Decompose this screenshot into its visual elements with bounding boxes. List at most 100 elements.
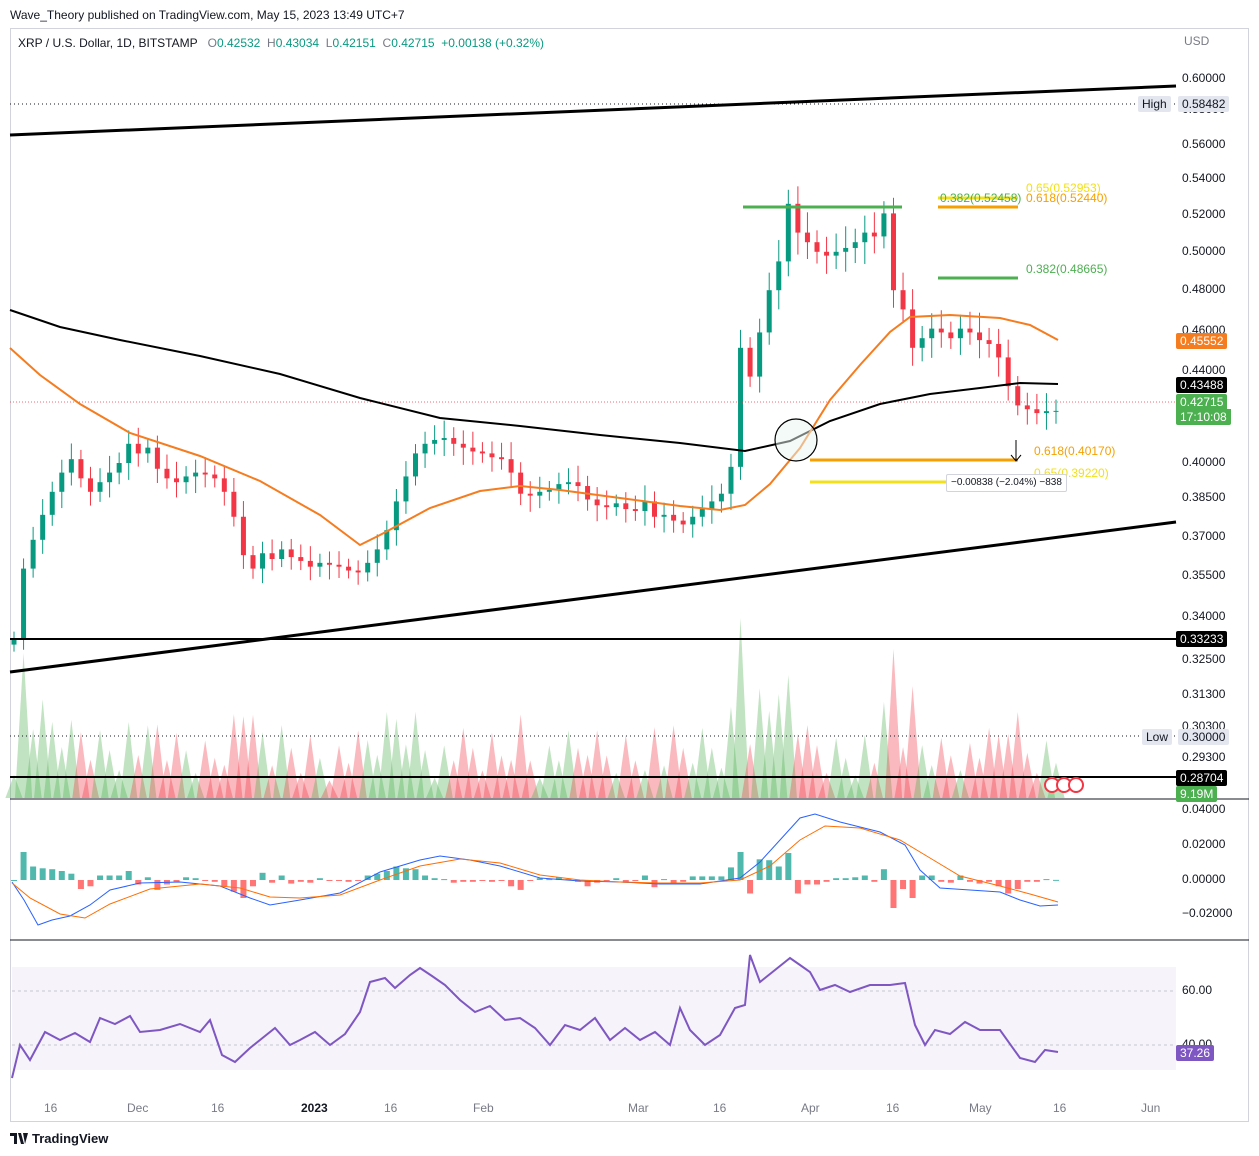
fib-label-0618-top: 0.618(0.52440) — [1026, 191, 1108, 205]
price-tick-label: 0.54000 — [1182, 171, 1226, 185]
macd-histogram-bar — [880, 869, 887, 880]
volume-bar — [531, 777, 549, 798]
volume-bar — [521, 760, 539, 798]
volume-bar — [779, 675, 797, 798]
candle-body — [393, 501, 399, 531]
candle-body — [87, 478, 93, 492]
macd-histogram-bar — [374, 873, 381, 880]
macd-histogram-bar — [852, 877, 859, 880]
volume-bar — [626, 760, 644, 798]
candle-body — [977, 332, 983, 341]
macd-histogram-bar — [909, 880, 916, 898]
macd-histogram-bar — [508, 880, 515, 887]
macd-histogram-bar — [756, 859, 763, 880]
low-label: L — [325, 36, 333, 50]
macd-histogram-bar — [555, 877, 562, 880]
macd-tick-label: −0.02000 — [1182, 906, 1233, 920]
macd-histogram-bar — [460, 880, 467, 882]
volume-bar — [990, 734, 1008, 798]
volume-bar — [72, 732, 90, 798]
volume-bar — [645, 727, 664, 798]
time-tick-label: Dec — [127, 1101, 149, 1115]
macd-histogram-bar — [613, 878, 620, 880]
candle-body — [957, 328, 963, 339]
volume-bar — [24, 729, 42, 798]
macd-histogram-bar — [794, 880, 801, 894]
macd-tick-label: 0.00000 — [1182, 872, 1226, 886]
support2-price-tag: 0.28704 — [1176, 770, 1228, 786]
macd-histogram-bar — [976, 880, 983, 884]
volume-bar — [301, 735, 319, 798]
macd-histogram-bar — [565, 879, 572, 881]
macd-histogram-bar — [842, 878, 849, 880]
volume-bar — [263, 765, 281, 798]
high-label: H — [267, 36, 276, 50]
candle-body — [174, 478, 180, 483]
price-tick-label: 0.44000 — [1182, 363, 1226, 377]
macd-histogram-bar — [546, 879, 553, 881]
measure-arrowhead — [1010, 454, 1022, 462]
macd-histogram-bar — [431, 878, 438, 880]
volume-bar — [273, 725, 291, 798]
volume-bar — [655, 765, 673, 798]
macd-histogram-bar — [919, 875, 926, 880]
macd-histogram-bar — [412, 869, 419, 880]
macd-histogram-bar — [49, 869, 56, 880]
candle-body — [785, 203, 791, 262]
tradingview-footer[interactable]: TradingView — [10, 1131, 108, 1146]
candle-body — [479, 451, 485, 454]
symbol-legend[interactable]: XRP / U.S. Dollar, 1D, BITSTAMP O0.42532… — [18, 36, 544, 50]
candle-body — [413, 453, 419, 477]
candle-body — [49, 491, 55, 515]
macd-histogram-bar — [364, 875, 371, 880]
macd-histogram-bar — [947, 880, 954, 883]
chart-frame — [10, 28, 1249, 1122]
low-label-tag: Low — [1142, 729, 1173, 745]
volume-bar — [674, 747, 692, 798]
macd-histogram-bar — [211, 880, 218, 882]
volume-bar — [865, 762, 883, 798]
macd-histogram-bar — [823, 880, 830, 882]
close-label: C — [382, 36, 392, 50]
volume-bar — [320, 780, 339, 798]
volume-bar — [253, 732, 272, 798]
macd-histogram-bar — [144, 877, 151, 880]
candle-body — [967, 328, 973, 333]
macd-histogram-bar — [221, 880, 228, 887]
rsi-tick-label: 60.00 — [1182, 983, 1213, 997]
volume-bar — [951, 770, 970, 798]
us-flag-event-icon[interactable] — [1068, 777, 1084, 793]
economic-events-icons[interactable] — [1044, 777, 1090, 795]
volume-bar — [588, 730, 606, 798]
candle-body — [919, 338, 925, 348]
volume-bar — [617, 735, 635, 798]
macd-histogram-bar — [249, 880, 256, 887]
macd-histogram — [11, 852, 1059, 908]
volume-tag: 9.19M — [1176, 786, 1218, 802]
macd-histogram-bar — [957, 875, 964, 880]
macd-histogram-bar — [345, 880, 352, 882]
last-price-tag: 0.42715 — [1176, 394, 1228, 410]
time-tick-label: 16 — [713, 1101, 727, 1115]
volume-bar — [817, 772, 836, 798]
volume-bar — [693, 727, 711, 798]
volume-bar — [177, 750, 195, 798]
candle-body — [107, 472, 113, 483]
candle-body — [1005, 357, 1011, 387]
macd-histogram-bar — [278, 875, 285, 880]
candle-body — [441, 438, 447, 440]
price-tick-label: 0.40000 — [1182, 455, 1226, 469]
macd-histogram-bar — [68, 873, 75, 880]
macd-histogram-bar — [871, 880, 878, 882]
fib-label-0382-top: 0.382(0.52458) — [940, 191, 1022, 205]
macd-histogram-bar — [727, 867, 734, 880]
volume-bar — [14, 653, 33, 798]
volume-bar — [1018, 752, 1036, 798]
candle-body — [336, 564, 342, 567]
candle-body — [212, 474, 218, 479]
volume-bar — [884, 649, 903, 798]
volume-bar — [550, 760, 568, 798]
candle-body — [728, 466, 734, 494]
volume-bar — [731, 618, 750, 798]
